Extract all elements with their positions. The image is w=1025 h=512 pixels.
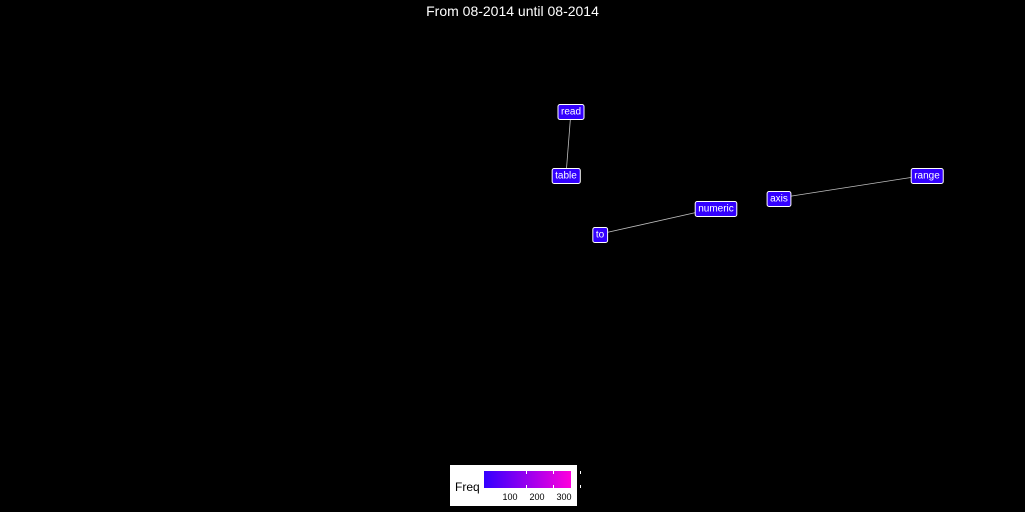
node-label-numeric: numeric (698, 204, 734, 215)
node-range: range (910, 168, 944, 184)
edge-read-table (565, 110, 572, 176)
legend-tick-mark (553, 471, 554, 488)
node-label-to: to (596, 230, 605, 241)
legend-tick-mark (526, 471, 527, 488)
node-table: table (551, 168, 581, 184)
nodes-layer: read table numeric to axis range (551, 104, 944, 243)
chart-title: From 08-2014 until 08-2014 (426, 3, 599, 19)
node-box-table (551, 168, 581, 184)
edge-axis-range (778, 174, 928, 199)
color-legend: Freq 100 200 300 (450, 465, 581, 506)
legend-tick-label: 200 (529, 492, 545, 502)
node-to: to (592, 227, 609, 243)
legend-tick-label: 300 (556, 492, 572, 502)
legend-tick-mark (580, 471, 581, 488)
node-box-axis (766, 191, 792, 207)
node-label-read: read (561, 107, 581, 118)
node-box-range (910, 168, 944, 184)
edges-layer (565, 110, 928, 235)
node-box-read (557, 104, 585, 120)
node-label-table: table (555, 171, 577, 182)
legend-title: Freq (455, 480, 480, 494)
node-box-numeric (694, 201, 738, 217)
node-axis: axis (766, 191, 792, 207)
legend-tick-label: 100 (502, 492, 518, 502)
node-label-range: range (914, 171, 940, 182)
node-label-axis: axis (770, 194, 788, 205)
legend-colorbar (484, 471, 581, 488)
node-read: read (557, 104, 585, 120)
node-box-to (592, 227, 609, 243)
node-numeric: numeric (694, 201, 738, 217)
